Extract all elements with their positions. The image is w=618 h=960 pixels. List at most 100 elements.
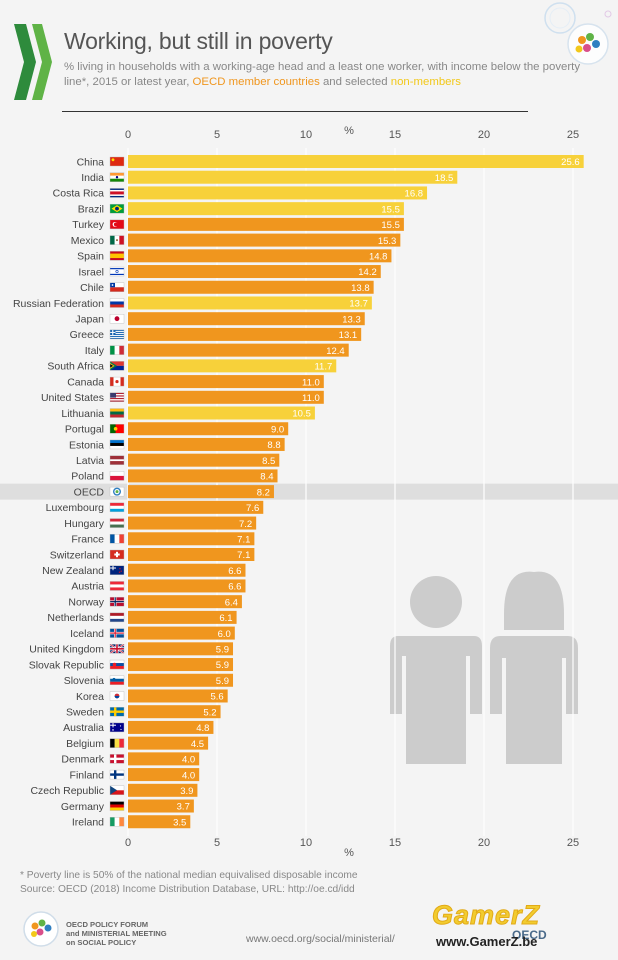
bottom-tick-label-5: 5 (214, 837, 220, 849)
country-label-luxembourg: Luxembourg (46, 502, 105, 514)
value-label-poland: 8.4 (260, 472, 273, 483)
bar-poland (128, 469, 278, 483)
country-label-india: India (81, 172, 104, 184)
bar-hungary (128, 516, 257, 530)
watermark-brand: GamerZ (431, 900, 541, 931)
value-label-japan: 13.3 (342, 314, 361, 325)
bar-italy (128, 343, 349, 357)
bar-united-states (128, 390, 324, 404)
country-label-denmark: Denmark (61, 754, 104, 766)
man-figure-icon (390, 576, 482, 764)
country-label-canada: Canada (67, 376, 104, 388)
bar-luxembourg (128, 500, 264, 514)
bar-estonia (128, 437, 285, 451)
flag-oecd-icon (109, 486, 125, 497)
top-tick-label-5: 5 (214, 129, 220, 141)
bar-chart: 25.6 China 18.5 India 16.8 Costa Rica 15.5 Braz… (0, 125, 618, 859)
legend-nonmember-label: non-members (390, 76, 462, 88)
bar-slovenia (128, 673, 234, 687)
bar-netherlands (128, 610, 237, 624)
value-label-china: 25.6 (561, 157, 580, 168)
bar-ireland (128, 815, 191, 829)
value-label-new-zealand: 6.6 (228, 566, 241, 577)
value-label-germany: 3.7 (177, 802, 190, 813)
country-label-italy: Italy (85, 345, 105, 357)
flag-poland-icon (109, 471, 125, 481)
bar-israel (128, 265, 381, 279)
country-label-switzerland: Switzerland (50, 549, 104, 561)
bar-slovak-republic (128, 658, 234, 672)
policy-forum-text: OECD POLICY FORUM and MINISTERIAL MEETIN… (66, 920, 167, 947)
flag-india-icon (109, 172, 125, 182)
value-label-norway: 6.4 (225, 597, 238, 608)
flag-united-states-icon (109, 392, 125, 402)
bottom-tick-label-10: 10 (300, 837, 312, 849)
country-label-norway: Norway (68, 596, 104, 608)
country-label-brazil: Brazil (78, 203, 104, 215)
value-label-brazil: 15.5 (381, 204, 400, 215)
footnote-poverty-line: * Poverty line is 50% of the national me… (20, 870, 358, 881)
bars: 25.6 China 18.5 India 16.8 Costa Rica 15.5 Braz… (13, 155, 584, 829)
bar-france (128, 532, 255, 546)
value-label-latvia: 8.5 (262, 456, 275, 467)
bar-brazil (128, 202, 404, 216)
flag-germany-icon (109, 801, 125, 811)
bottom-tick-label-20: 20 (478, 837, 490, 849)
forum-line-2: and MINISTERIAL MEETING (66, 929, 167, 938)
flag-united-kingdom-icon (109, 643, 125, 655)
bar-denmark (128, 752, 200, 766)
people-figures-icon (390, 571, 578, 764)
country-label-oecd: OECD (74, 486, 105, 498)
forum-line-3: on SOCIAL POLICY (66, 938, 137, 947)
decorative-circles-icon (544, 2, 612, 65)
country-label-latvia: Latvia (76, 455, 104, 467)
bar-finland (128, 768, 200, 782)
title-divider (62, 111, 528, 112)
subtitle-text: % living in households with a working-ag… (64, 61, 581, 88)
flag-portugal-icon (109, 424, 125, 434)
value-label-denmark: 4.0 (182, 755, 195, 766)
flag-belgium-icon (109, 738, 125, 748)
country-label-turkey: Turkey (72, 219, 104, 231)
bar-chile (128, 280, 374, 294)
flag-australia-icon (109, 722, 125, 733)
value-label-greece: 13.1 (339, 330, 358, 341)
country-label-germany: Germany (61, 801, 105, 813)
footnote-source: Source: OECD (2018) Income Distribution … (20, 884, 355, 895)
country-label-czech-republic: Czech Republic (30, 785, 104, 797)
footer-url-link[interactable]: www.oecd.org/social/ministerial/ (246, 933, 395, 945)
country-label-iceland: Iceland (70, 628, 104, 640)
bottom-axis-unit: % (344, 847, 354, 859)
subtitle-joiner: and selected (322, 76, 388, 88)
flag-china-icon (109, 156, 125, 167)
flag-czech-republic-icon (109, 785, 125, 795)
flag-slovenia-icon (109, 675, 125, 685)
watermark-url: www.GamerZ.be (436, 934, 538, 949)
country-label-new-zealand: New Zealand (42, 565, 104, 577)
flag-austria-icon (109, 581, 125, 591)
bar-new-zealand (128, 563, 246, 577)
flag-iceland-icon (109, 628, 125, 638)
flag-chile-icon (109, 282, 125, 292)
country-label-ireland: Ireland (72, 817, 104, 829)
flag-mexico-icon (109, 235, 125, 245)
bar-portugal (128, 422, 289, 436)
top-tick-label-20: 20 (478, 129, 490, 141)
country-label-china: China (77, 156, 105, 168)
country-label-russian-federation: Russian Federation (13, 298, 104, 310)
country-label-estonia: Estonia (69, 439, 104, 451)
country-label-israel: Israel (78, 266, 104, 278)
country-label-spain: Spain (77, 251, 104, 263)
flag-south-africa-icon (109, 361, 125, 371)
value-label-costa-rica: 16.8 (405, 189, 424, 200)
flag-brazil-icon (109, 203, 125, 214)
value-label-india: 18.5 (435, 173, 454, 184)
value-label-russian-federation: 13.7 (349, 299, 368, 310)
top-axis-unit: % (344, 125, 354, 137)
value-label-belgium: 4.5 (191, 739, 204, 750)
flag-estonia-icon (109, 439, 125, 450)
flag-canada-icon (109, 376, 125, 387)
value-label-netherlands: 6.1 (219, 613, 232, 624)
country-label-hungary: Hungary (64, 518, 104, 530)
footnote: * Poverty line is 50% of the national me… (20, 869, 358, 897)
